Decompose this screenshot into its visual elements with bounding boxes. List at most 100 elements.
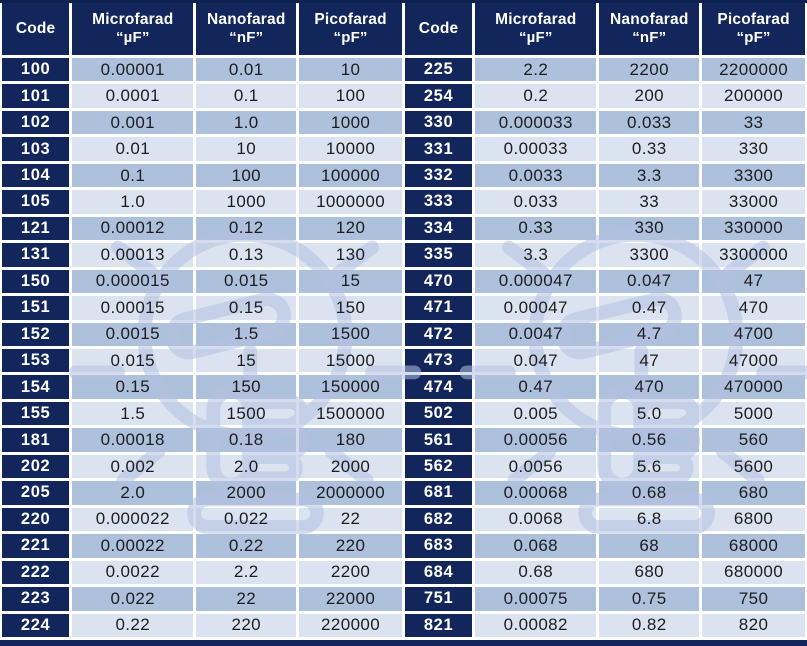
value-cell: 5600 <box>702 454 805 479</box>
value-text: 0.33 <box>518 218 554 238</box>
value-text: 0.0015 <box>105 324 160 344</box>
code-text: 222 <box>20 562 51 581</box>
value-text: 0.022 <box>110 588 156 608</box>
value-cell: 0.022 <box>72 587 194 611</box>
code-cell: 332 <box>404 163 473 188</box>
code-text: 100 <box>20 60 51 79</box>
value-cell: 150 <box>299 296 402 320</box>
value-text: 0.33 <box>631 139 667 159</box>
value-text: 0.15 <box>115 377 151 397</box>
value-cell: 68 <box>599 534 700 558</box>
code-cell: 474 <box>404 375 473 399</box>
code-cell: 205 <box>2 481 70 505</box>
value-cell: 2000000 <box>299 481 402 505</box>
value-text: 200 <box>634 86 665 106</box>
value-cell: 0.47 <box>475 375 597 399</box>
code-cell: 562 <box>404 454 473 479</box>
code-cell: 330 <box>404 110 473 135</box>
value-text: 10 <box>340 59 361 79</box>
value-cell: 15 <box>196 349 297 373</box>
code-text: 473 <box>423 351 454 370</box>
value-text: 680 <box>634 562 665 582</box>
value-text: 0.0068 <box>508 509 563 529</box>
value-cell: 0.000033 <box>475 110 597 135</box>
value-cell: 0.00082 <box>475 613 597 637</box>
value-text: 0.00056 <box>503 430 568 450</box>
value-cell: 3.3 <box>475 243 597 267</box>
value-cell: 22000 <box>299 587 402 611</box>
value-text: 0.56 <box>631 430 667 450</box>
value-text: 22 <box>340 509 361 529</box>
value-text: 68000 <box>728 535 779 555</box>
value-cell: 4700 <box>702 322 805 346</box>
value-text: 1.5 <box>233 324 259 344</box>
code-text: 502 <box>423 404 454 423</box>
value-text: 4700 <box>733 324 774 344</box>
value-text: 3300 <box>629 244 669 264</box>
code-text: 561 <box>423 430 454 449</box>
code-cell: 333 <box>404 190 473 214</box>
value-cell: 1.5 <box>72 401 194 426</box>
value-cell: 1000000 <box>299 190 402 214</box>
value-cell: 4.7 <box>599 322 700 346</box>
code-cell: 104 <box>2 163 70 188</box>
code-text: 472 <box>423 324 454 343</box>
value-cell: 0.13 <box>196 243 297 267</box>
value-cell: 47 <box>599 349 700 373</box>
value-text: 470 <box>634 377 665 397</box>
value-cell: 560 <box>702 428 805 452</box>
value-cell: 470 <box>702 296 805 320</box>
value-text: 0.00018 <box>100 430 165 450</box>
value-text: 1000 <box>330 112 371 132</box>
value-cell: 0.00018 <box>72 428 194 452</box>
value-cell: 680000 <box>702 560 805 585</box>
code-text: 131 <box>20 245 51 264</box>
value-cell: 0.0033 <box>475 163 597 188</box>
value-text: 22000 <box>325 588 376 608</box>
code-text: 205 <box>20 483 51 502</box>
code-text: 105 <box>20 192 51 211</box>
code-cell: 471 <box>404 296 473 320</box>
value-cell: 0.015 <box>196 269 297 294</box>
code-cell: 101 <box>2 84 70 108</box>
code-text: 681 <box>423 483 454 502</box>
value-cell: 0.01 <box>196 58 297 82</box>
value-cell: 22 <box>299 507 402 532</box>
code-cell: 150 <box>2 269 70 294</box>
value-cell: 100 <box>299 84 402 108</box>
code-text: 331 <box>423 139 454 158</box>
value-text: 0.033 <box>626 112 672 132</box>
value-cell: 3300000 <box>702 243 805 267</box>
value-text: 33000 <box>728 191 779 211</box>
value-text: 220000 <box>321 615 381 635</box>
code-cell: 181 <box>2 428 70 452</box>
value-cell: 0.18 <box>196 428 297 452</box>
header-label: Microfarad <box>92 11 174 29</box>
value-cell: 0.005 <box>475 401 597 426</box>
value-text: 0.00015 <box>100 297 165 317</box>
value-text: 2000 <box>226 482 266 502</box>
value-cell: 0.00075 <box>475 587 597 611</box>
value-text: 10000 <box>325 139 376 159</box>
value-text: 0.00082 <box>503 615 568 635</box>
code-text: 220 <box>20 509 51 528</box>
value-text: 0.0056 <box>508 456 563 476</box>
value-cell: 22 <box>196 587 297 611</box>
value-text: 150000 <box>321 377 381 397</box>
value-cell: 1500 <box>299 322 402 346</box>
value-cell: 0.0056 <box>475 454 597 479</box>
header-label: Microfarad <box>495 11 577 29</box>
code-text: 334 <box>423 218 454 237</box>
value-text: 560 <box>738 430 769 450</box>
code-cell: 154 <box>2 375 70 399</box>
value-cell: 1.0 <box>72 190 194 214</box>
value-cell: 2200 <box>299 560 402 585</box>
code-text: 224 <box>20 615 51 634</box>
value-cell: 5.6 <box>599 454 700 479</box>
value-cell: 0.15 <box>196 296 297 320</box>
value-cell: 33 <box>599 190 700 214</box>
value-cell: 330 <box>702 137 805 161</box>
header-nanofarad-left: Nanofarad “nF” <box>196 3 297 55</box>
code-cell: 155 <box>2 401 70 426</box>
